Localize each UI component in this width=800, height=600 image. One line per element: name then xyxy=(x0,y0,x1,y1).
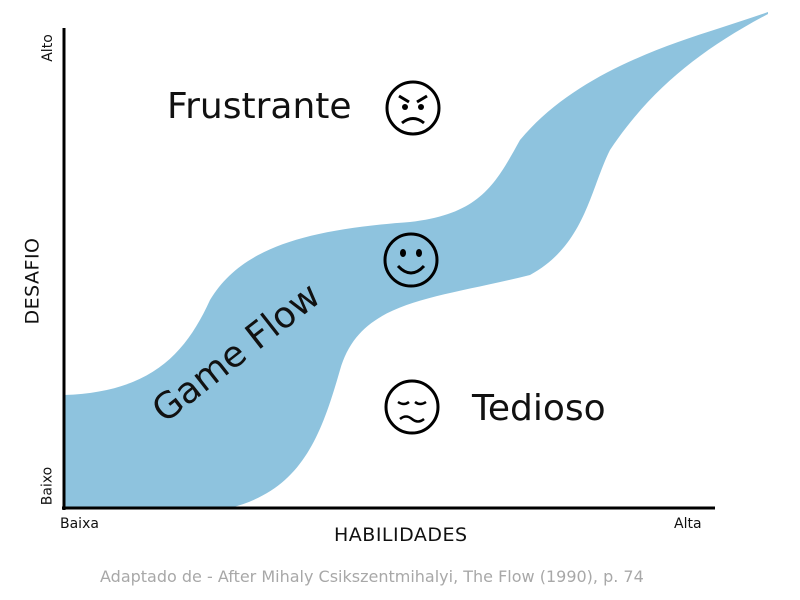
x-axis-low-label: Baixa xyxy=(60,516,99,532)
bored-face-icon xyxy=(384,379,440,435)
smiling-face-icon xyxy=(383,232,439,288)
y-axis-high-label: Alto xyxy=(39,34,56,62)
x-axis-title: HABILIDADES xyxy=(334,524,468,546)
boring-zone-label: Tedioso xyxy=(472,388,606,429)
source-caption: Adaptado de - After Mihaly Csikszentmiha… xyxy=(100,567,644,586)
angry-face-icon xyxy=(385,80,441,136)
x-axis-high-label: Alta xyxy=(674,516,702,532)
y-axis-low-label: Baixo xyxy=(39,466,56,506)
flow-channel-band xyxy=(64,12,768,508)
frustrating-zone-label: Frustrante xyxy=(167,86,352,127)
y-axis-title: DESAFIO xyxy=(21,237,44,325)
